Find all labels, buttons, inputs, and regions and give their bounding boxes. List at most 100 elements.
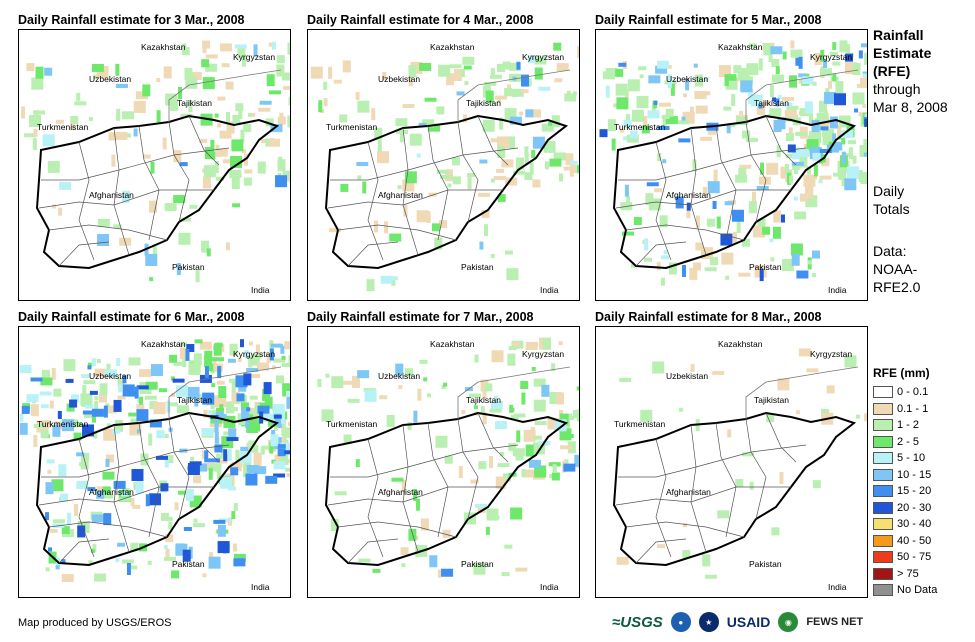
rainfall-cell xyxy=(201,428,214,437)
rainfall-cell xyxy=(87,487,96,492)
rainfall-cell xyxy=(623,119,632,128)
rainfall-cell xyxy=(499,117,504,130)
rainfall-cell xyxy=(677,120,690,125)
rainfall-cell xyxy=(757,100,770,105)
rainfall-cell xyxy=(794,211,807,220)
rainfall-cell xyxy=(648,75,661,84)
rainfall-cell xyxy=(178,232,191,245)
rainfall-cell xyxy=(235,400,240,405)
rainfall-cell xyxy=(758,58,763,71)
rainfall-cell xyxy=(834,142,843,151)
legend-label: 40 - 50 xyxy=(897,534,932,547)
rainfall-cell xyxy=(233,543,238,552)
rainfall-cell xyxy=(491,350,504,363)
rainfall-cell xyxy=(521,469,526,478)
rainfall-cell xyxy=(576,165,579,174)
rainfall-cell xyxy=(662,159,667,164)
rainfall-cell xyxy=(185,348,190,361)
rainfall-cell xyxy=(284,341,290,350)
rainfall-map: Kazakhstan Kyrgyzstan Uzbekistan Tajikistan… xyxy=(310,42,579,295)
panel-title: Daily Rainfall estimate for 4 Mar., 2008 xyxy=(307,13,534,27)
rainfall-cell xyxy=(329,228,342,233)
rainfall-cell xyxy=(458,466,463,479)
rainfall-cell xyxy=(168,521,173,530)
rainfall-cell xyxy=(122,384,135,397)
rainfall-cell xyxy=(65,378,74,383)
rainfall-cell xyxy=(516,61,521,70)
rainfall-cell xyxy=(805,186,814,199)
rainfall-cell xyxy=(862,103,867,108)
rainfall-cell xyxy=(777,378,790,391)
rainfall-cell xyxy=(789,175,794,184)
rainfall-cell xyxy=(284,450,290,455)
side-title-line2: Estimate xyxy=(873,45,932,61)
legend-item: 0 - 0.1 xyxy=(873,384,937,401)
rainfall-cell xyxy=(434,237,443,250)
rainfall-cell xyxy=(615,83,628,96)
rainfall-cell xyxy=(73,432,82,441)
rainfall-cell xyxy=(76,92,81,101)
rainfall-cell xyxy=(131,469,144,482)
province-boundary xyxy=(38,486,214,506)
rainfall-cell xyxy=(811,119,820,132)
rainfall-cell xyxy=(416,153,421,158)
rainfall-cell xyxy=(859,144,867,157)
rainfall-cell xyxy=(246,407,251,412)
rainfall-cell xyxy=(700,136,713,141)
rainfall-cell xyxy=(790,49,803,58)
province-boundary xyxy=(138,125,160,241)
rainfall-cell xyxy=(768,113,781,118)
rainfall-cell xyxy=(210,369,215,374)
rainfall-cell xyxy=(619,377,632,382)
rainfall-cell xyxy=(280,345,285,354)
rainfall-cell xyxy=(193,475,202,484)
rainfall-cell xyxy=(195,270,200,283)
rainfall-cell xyxy=(833,93,846,106)
rainfall-cell xyxy=(549,474,554,479)
rainfall-cell xyxy=(169,354,178,363)
province-boundary xyxy=(38,189,214,209)
rainfall-cell xyxy=(573,410,579,419)
rainfall-cell xyxy=(286,473,290,478)
rainfall-cell xyxy=(806,368,819,373)
rainfall-cell xyxy=(162,137,167,150)
rainfall-cell xyxy=(133,100,146,113)
rainfall-cell xyxy=(63,359,76,372)
rainfall-cell xyxy=(257,402,270,407)
map-frame: Kazakhstan Kyrgyzstan Uzbekistan Tajikistan… xyxy=(307,326,580,598)
rainfall-cell xyxy=(164,459,169,468)
province-boundary xyxy=(715,422,737,538)
rainfall-cell xyxy=(261,445,270,450)
rainfall-cell xyxy=(441,568,454,577)
rainfall-map: Kazakhstan Kyrgyzstan Uzbekistan Tajikistan… xyxy=(599,40,867,295)
legend-swatch xyxy=(873,452,893,465)
rainfall-cell xyxy=(213,343,222,356)
rainfall-cell xyxy=(136,429,141,434)
rainfall-cell xyxy=(24,133,37,138)
rainfall-cell xyxy=(150,364,163,377)
rainfall-cell xyxy=(366,279,375,292)
rainfall-cell xyxy=(379,395,388,400)
rainfall-cell xyxy=(693,63,698,68)
rainfall-cell xyxy=(271,459,276,464)
province-boundary xyxy=(655,438,672,558)
province-boundary xyxy=(113,424,130,553)
rainfall-cell xyxy=(163,66,172,79)
country-label-kazakhstan: Kazakhstan xyxy=(141,42,186,52)
rainfall-cell xyxy=(87,362,92,367)
side-date: Mar 8, 2008 xyxy=(873,99,948,115)
rainfall-cell xyxy=(490,400,503,409)
rainfall-cell xyxy=(285,467,290,472)
rainfall-cell xyxy=(91,408,104,417)
province-boundary xyxy=(615,486,791,506)
rainfall-cell xyxy=(844,62,857,75)
rainfall-cell xyxy=(118,384,123,393)
rainfall-cell xyxy=(519,111,524,116)
rainfall-cell xyxy=(401,563,406,568)
rainfall-cell xyxy=(231,381,236,394)
rainfall-cell xyxy=(695,215,700,228)
legend-swatch xyxy=(873,485,893,498)
map-frame: Kazakhstan Kyrgyzstan Uzbekistan Tajikistan… xyxy=(18,326,291,598)
rainfall-cell xyxy=(845,53,854,62)
rainfall-cell xyxy=(240,402,249,411)
